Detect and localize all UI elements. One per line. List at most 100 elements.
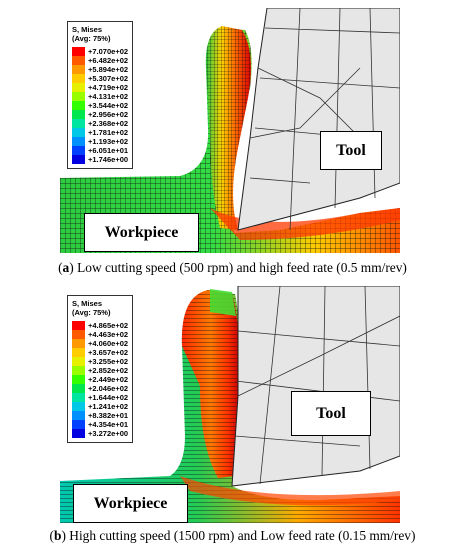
legend-value: +2.368e+02 xyxy=(88,119,129,128)
legend-swatch xyxy=(72,348,85,357)
legend-row: +2.046e+02 xyxy=(72,384,128,393)
legend-row: +1.193e+02 xyxy=(72,137,128,146)
workpiece-label: Workpiece xyxy=(84,213,199,252)
legend-swatch xyxy=(72,420,85,429)
legend-swatch xyxy=(72,375,85,384)
legend-row: +2.449e+02 xyxy=(72,375,128,384)
legend-title: S, Mises xyxy=(72,299,103,308)
caption-text: High cutting speed (1500 rpm) and Low fe… xyxy=(65,528,416,543)
caption-a: (a) Low cutting speed (500 rpm) and high… xyxy=(58,260,407,275)
legend-row: +4.131e+02 xyxy=(72,92,128,101)
legend-swatch xyxy=(72,366,85,375)
legend-swatch xyxy=(72,119,85,128)
legend-value: +4.131e+02 xyxy=(88,92,129,101)
legend-value: +6.482e+02 xyxy=(88,56,129,65)
legend-swatch xyxy=(72,357,85,366)
legend-value: +2.956e+02 xyxy=(88,110,129,119)
legend-swatch xyxy=(72,92,85,101)
legend-row: +1.644e+02 xyxy=(72,393,128,402)
fem-mesh-plot xyxy=(60,286,400,523)
legend-row: +2.956e+02 xyxy=(72,110,128,119)
legend-value: +2.852e+02 xyxy=(88,366,129,375)
legend-row: +4.354e+01 xyxy=(72,420,128,429)
legend-value: +7.070e+02 xyxy=(88,47,129,56)
legend-value: +1.781e+02 xyxy=(88,128,129,137)
legend-value: +3.544e+02 xyxy=(88,101,129,110)
caption-text: Low cutting speed (500 rpm) and high fee… xyxy=(73,260,407,275)
legend-value: +8.382e+01 xyxy=(88,411,129,420)
simulation-image-low-speed: S, Mises (Avg: 75%) +7.070e+02 +6.482e+0… xyxy=(60,8,400,253)
legend-swatch xyxy=(72,411,85,420)
legend-row: +1.241e+02 xyxy=(72,402,128,411)
legend-row: +2.368e+02 xyxy=(72,119,128,128)
simulation-image-high-speed: S, Mises (Avg: 75%) +4.865e+02 +4.463e+0… xyxy=(60,286,400,523)
legend-rows: +4.865e+02 +4.463e+02 +4.060e+02 +3.657e… xyxy=(72,321,128,438)
stress-legend: S, Mises (Avg: 75%) +4.865e+02 +4.463e+0… xyxy=(67,295,134,443)
caption-b: (b) High cutting speed (1500 rpm) and Lo… xyxy=(49,528,416,543)
legend-row: +5.307e+02 xyxy=(72,74,128,83)
tool-label: Tool xyxy=(320,131,382,170)
legend-swatch xyxy=(72,339,85,348)
legend-title: S, Mises xyxy=(72,25,103,34)
legend-swatch xyxy=(72,155,85,164)
legend-row: +7.070e+02 xyxy=(72,47,128,56)
legend-value: +4.354e+01 xyxy=(88,420,129,429)
legend-value: +6.051e+01 xyxy=(88,146,129,155)
legend-value: +2.449e+02 xyxy=(88,375,129,384)
caption-letter: b xyxy=(54,528,62,543)
legend-row: +3.544e+02 xyxy=(72,101,128,110)
legend-rows: +7.070e+02 +6.482e+02 +5.894e+02 +5.307e… xyxy=(72,47,128,164)
legend-row: +4.865e+02 xyxy=(72,321,128,330)
legend-swatch xyxy=(72,330,85,339)
fem-mesh-plot xyxy=(60,8,400,253)
legend-value: +4.463e+02 xyxy=(88,330,129,339)
legend-value: +5.894e+02 xyxy=(88,65,129,74)
legend-swatch xyxy=(72,47,85,56)
legend-row: +4.060e+02 xyxy=(72,339,128,348)
legend-row: +4.719e+02 xyxy=(72,83,128,92)
legend-value: +1.241e+02 xyxy=(88,402,129,411)
legend-value: +3.657e+02 xyxy=(88,348,129,357)
tool-label: Tool xyxy=(291,391,371,436)
legend-value: +4.060e+02 xyxy=(88,339,129,348)
stress-legend: S, Mises (Avg: 75%) +7.070e+02 +6.482e+0… xyxy=(67,21,134,169)
legend-value: +1.193e+02 xyxy=(88,137,129,146)
legend-row: +3.657e+02 xyxy=(72,348,128,357)
workpiece-label: Workpiece xyxy=(73,484,188,523)
legend-row: +2.852e+02 xyxy=(72,366,128,375)
legend-value: +4.865e+02 xyxy=(88,321,129,330)
legend-swatch xyxy=(72,110,85,119)
legend-value: +5.307e+02 xyxy=(88,74,129,83)
legend-row: +5.894e+02 xyxy=(72,65,128,74)
legend-swatch xyxy=(72,429,85,438)
legend-row: +3.255e+02 xyxy=(72,357,128,366)
legend-swatch xyxy=(72,393,85,402)
legend-swatch xyxy=(72,101,85,110)
legend-swatch xyxy=(72,74,85,83)
tool-body xyxy=(237,8,400,231)
legend-swatch xyxy=(72,146,85,155)
legend-swatch xyxy=(72,65,85,74)
legend-value: +3.255e+02 xyxy=(88,357,129,366)
legend-row: +1.746e+00 xyxy=(72,155,128,164)
legend-row: +6.482e+02 xyxy=(72,56,128,65)
legend-swatch xyxy=(72,321,85,330)
legend-value: +1.746e+00 xyxy=(88,155,129,164)
legend-swatch xyxy=(72,83,85,92)
legend-value: +3.272e+00 xyxy=(88,429,129,438)
legend-swatch xyxy=(72,128,85,137)
legend-row: +4.463e+02 xyxy=(72,330,128,339)
legend-swatch xyxy=(72,402,85,411)
tool-body xyxy=(231,286,400,487)
legend-swatch xyxy=(72,137,85,146)
legend-row: +8.382e+01 xyxy=(72,411,128,420)
legend-subtitle: (Avg: 75%) xyxy=(72,34,111,43)
legend-value: +2.046e+02 xyxy=(88,384,129,393)
legend-swatch xyxy=(72,56,85,65)
legend-value: +4.719e+02 xyxy=(88,83,129,92)
legend-row: +1.781e+02 xyxy=(72,128,128,137)
legend-row: +6.051e+01 xyxy=(72,146,128,155)
legend-subtitle: (Avg: 75%) xyxy=(72,308,111,317)
legend-row: +3.272e+00 xyxy=(72,429,128,438)
legend-swatch xyxy=(72,384,85,393)
